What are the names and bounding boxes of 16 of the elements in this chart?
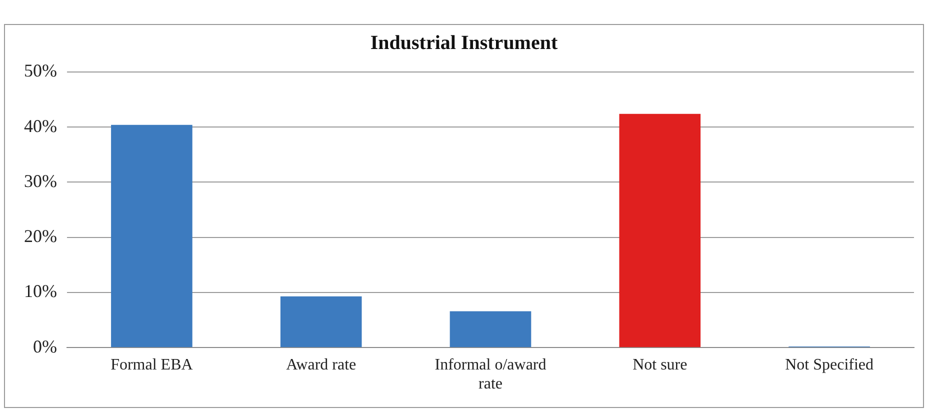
x-tick-label: Not sure (632, 356, 688, 374)
y-tick-label: 40% (24, 116, 57, 136)
x-tick-label: Award rate (286, 356, 356, 374)
bar (280, 296, 362, 348)
y-tick-label: 50% (24, 60, 57, 81)
x-tick-label: Informal o/award rate (434, 356, 546, 393)
y-tick-label: 0% (32, 336, 57, 356)
chart-title: Industrial Instrument (370, 32, 558, 54)
bar (111, 124, 192, 348)
y-tick-label: 20% (24, 226, 57, 246)
x-tick-label: Formal EBA (110, 356, 194, 374)
y-tick-label: 30% (24, 170, 57, 191)
bar (450, 311, 532, 348)
y-tick-label: 10% (24, 281, 57, 302)
x-tick-label: Not Specified (785, 356, 874, 374)
bar (619, 114, 701, 348)
